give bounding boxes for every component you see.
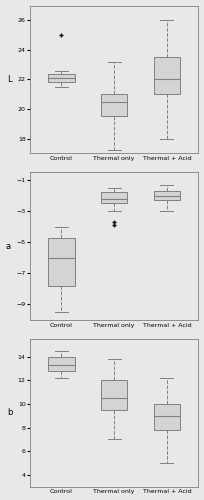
PathPatch shape: [101, 380, 127, 410]
PathPatch shape: [101, 94, 127, 116]
PathPatch shape: [154, 191, 180, 200]
PathPatch shape: [154, 58, 180, 94]
Y-axis label: b: b: [7, 408, 12, 418]
PathPatch shape: [101, 192, 127, 203]
PathPatch shape: [48, 74, 75, 82]
Y-axis label: a: a: [6, 242, 11, 250]
PathPatch shape: [48, 238, 75, 286]
PathPatch shape: [48, 356, 75, 371]
PathPatch shape: [154, 404, 180, 430]
Y-axis label: L: L: [7, 75, 12, 84]
